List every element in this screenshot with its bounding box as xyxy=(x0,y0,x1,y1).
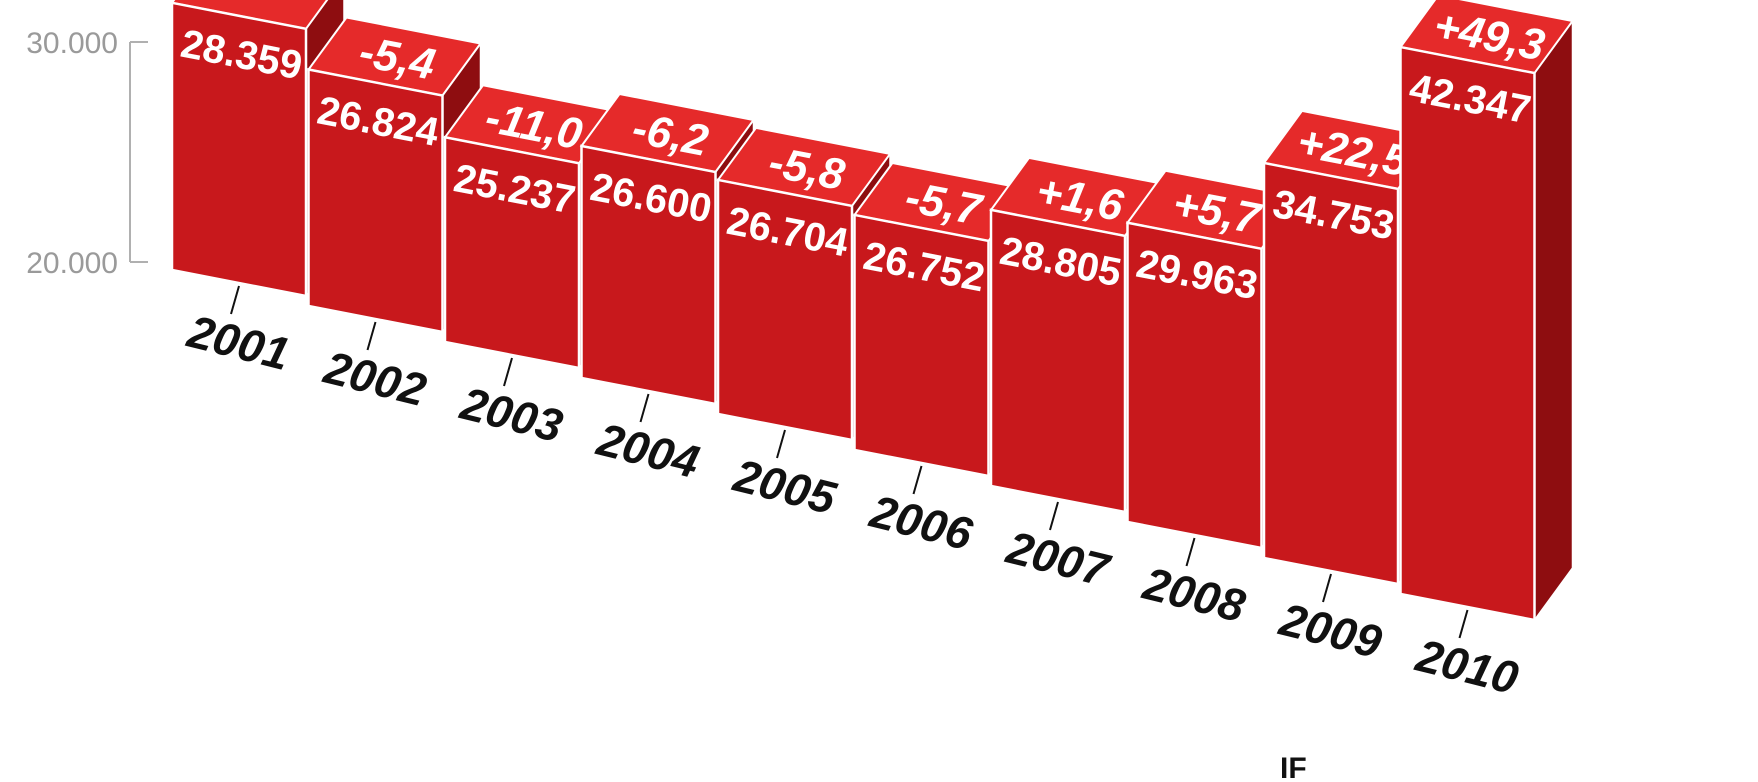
x-tick-label: 2007 xyxy=(1001,521,1116,597)
footer-note: IF xyxy=(1280,752,1307,782)
x-tick xyxy=(503,357,513,387)
x-tick-label: 2006 xyxy=(864,485,977,561)
x-tick xyxy=(1185,537,1196,567)
x-tick xyxy=(639,393,650,423)
bar-front-face xyxy=(307,68,444,334)
bar: 42.347+49,3 xyxy=(1398,0,1575,623)
x-tick-label: 2005 xyxy=(728,449,842,525)
bar-front-face xyxy=(580,144,717,406)
bar-front-face xyxy=(170,1,308,298)
x-tick-label: 2004 xyxy=(591,413,704,488)
x-tick xyxy=(1049,501,1059,531)
y-tick-label: 20.000 xyxy=(26,247,118,280)
x-tick xyxy=(366,321,377,351)
bar-front-face xyxy=(853,213,990,478)
x-tick xyxy=(1458,609,1469,639)
x-tick-label: 2009 xyxy=(1274,593,1387,669)
x-tick-label: 2002 xyxy=(318,341,431,417)
x-tick xyxy=(912,465,923,495)
x-tick-label: 2001 xyxy=(182,305,295,380)
bars: 28.35926.824-5,425.237-11,026.600-6,226.… xyxy=(170,0,1575,623)
x-tick-label: 2010 xyxy=(1410,629,1523,705)
bar-front-face xyxy=(1399,45,1536,622)
bar-front-face xyxy=(1126,221,1263,550)
bar-front-face xyxy=(443,135,581,370)
bar: 25.237-11,0 xyxy=(443,84,619,371)
bar-side-face xyxy=(1533,18,1574,623)
y-axis: 20.000 30.000 xyxy=(26,27,148,280)
bar-front-face xyxy=(716,178,854,442)
x-tick-label: 2003 xyxy=(455,377,568,453)
bar-front-face xyxy=(1262,161,1400,586)
x-tick xyxy=(1322,573,1332,603)
x-tick xyxy=(776,429,786,459)
bar-front-face xyxy=(989,208,1127,514)
y-tick-label: 30.000 xyxy=(26,27,118,60)
x-tick-label: 2008 xyxy=(1137,557,1250,633)
x-tick xyxy=(230,285,240,315)
